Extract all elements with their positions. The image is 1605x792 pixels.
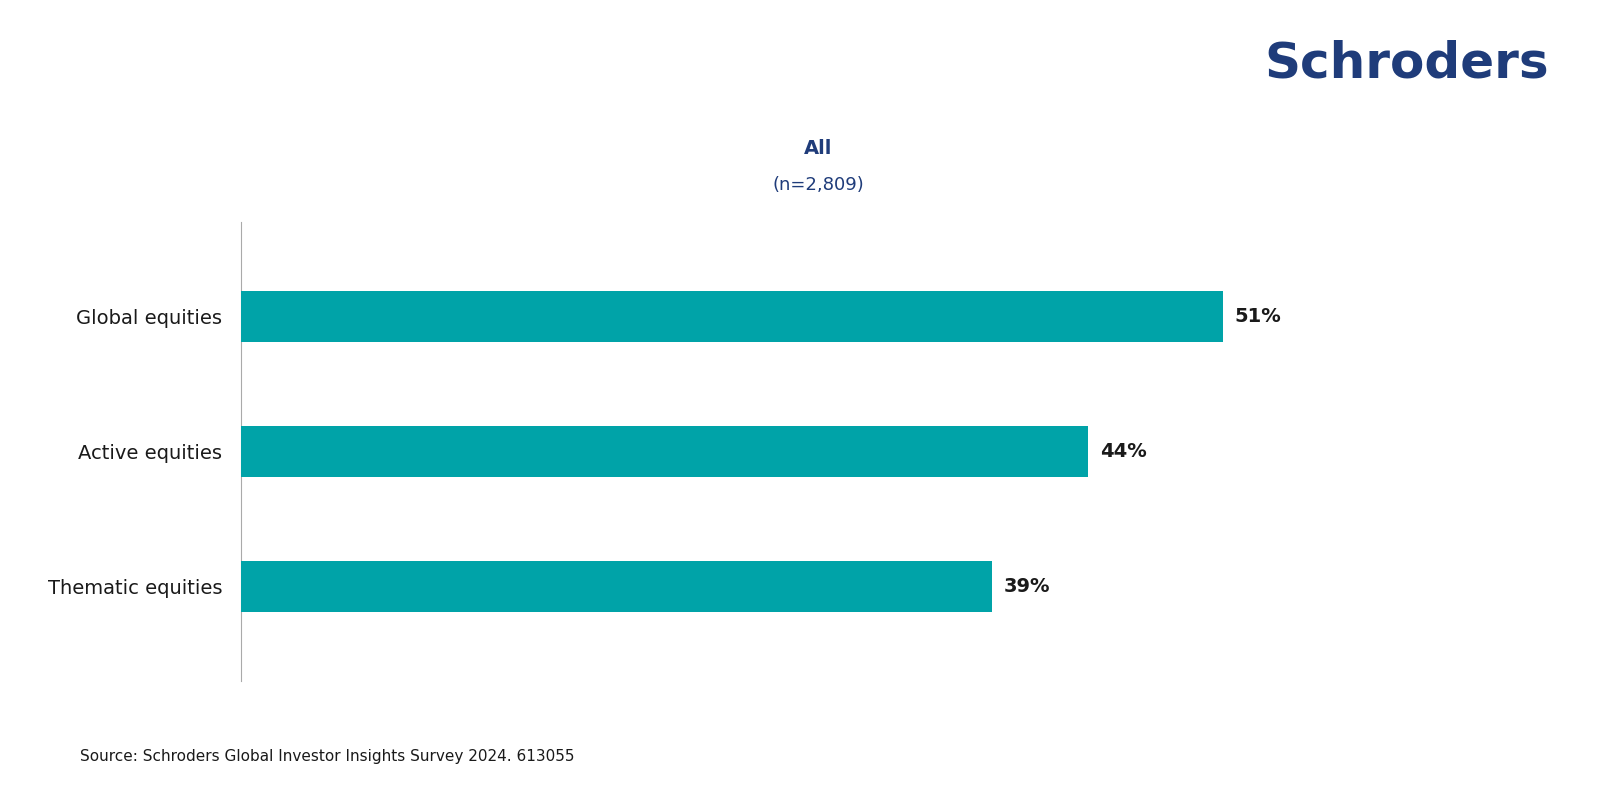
Text: (n=2,809): (n=2,809): [772, 176, 865, 194]
Text: Schroders: Schroders: [1265, 40, 1549, 88]
Text: 51%: 51%: [1234, 307, 1281, 326]
Text: 44%: 44%: [1099, 442, 1146, 461]
Text: All: All: [804, 139, 833, 158]
Text: Source: Schroders Global Investor Insights Survey 2024. 613055: Source: Schroders Global Investor Insigh…: [80, 749, 575, 764]
Bar: [241, 291, 1223, 342]
Bar: [241, 426, 1088, 477]
Bar: [241, 561, 992, 612]
Text: 39%: 39%: [1003, 577, 1050, 596]
